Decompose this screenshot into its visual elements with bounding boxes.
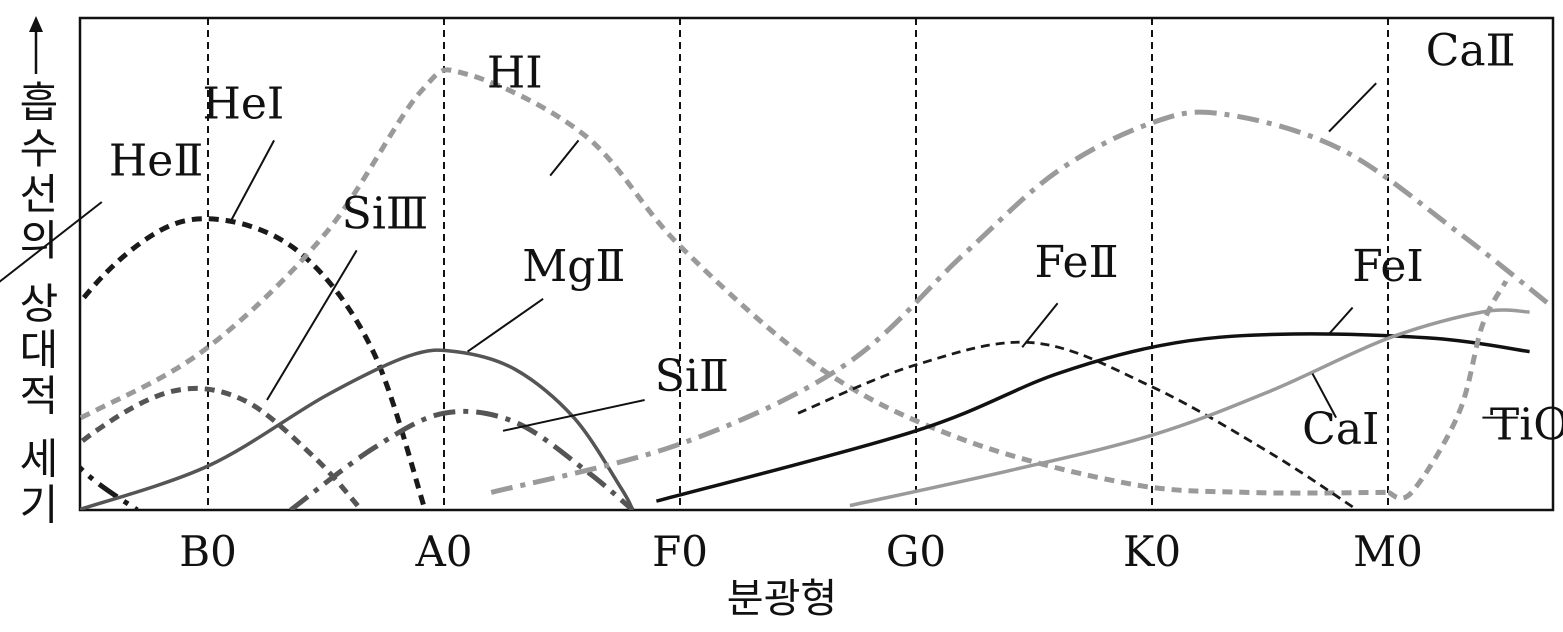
y-axis-arrowhead-icon — [29, 16, 43, 32]
leader-line-si2 — [502, 399, 645, 432]
x-tick-label-m0: M0 — [1353, 527, 1423, 576]
series-label-he1: HeⅠ — [203, 78, 285, 129]
leader-line-fe2 — [1021, 302, 1059, 348]
leader-line-fe1 — [1328, 306, 1354, 335]
leader-line-ca1 — [1311, 373, 1337, 419]
series-line-he1 — [80, 216, 428, 510]
leader-line-he1 — [230, 139, 275, 221]
leader-line-ca2 — [1328, 82, 1377, 133]
series-label-h1: HⅠ — [487, 48, 543, 99]
leader-line-mg2 — [467, 297, 544, 353]
leader-line-he2 — [0, 201, 103, 283]
series-label-tio: TiO — [1490, 400, 1563, 451]
series-line-ca1 — [849, 308, 1530, 508]
series-label-fe2: FeⅡ — [1034, 237, 1118, 288]
series-line-mg2 — [80, 348, 635, 510]
series-line-fe2 — [797, 340, 1359, 510]
leader-line-h1 — [549, 139, 580, 177]
series-label-si3: SiⅢ — [342, 188, 429, 239]
series-line-ca2 — [490, 109, 1553, 495]
x-tick-label-a0: A0 — [414, 527, 472, 576]
leader-line-si3 — [266, 249, 358, 401]
series-line-tio — [1387, 279, 1509, 501]
series-label-he2: HeⅡ — [109, 136, 203, 187]
x-tick-label-f0: F0 — [652, 527, 708, 576]
x-tick-label-b0: B0 — [179, 527, 237, 576]
x-axis-title: 분광형 — [727, 576, 837, 622]
series-label-si2: SiⅡ — [655, 351, 729, 402]
series-label-ca1: CaⅠ — [1302, 404, 1379, 455]
x-tick-label-g0: G0 — [886, 527, 946, 576]
series-label-fe1: FeⅠ — [1352, 241, 1424, 292]
plot-frame — [78, 16, 1555, 512]
y-axis-title: 흡수선의 상대적 세기 — [12, 80, 61, 529]
series-line-he2 — [80, 464, 139, 510]
series-line-h1 — [80, 67, 1389, 496]
series-label-ca2: CaⅡ — [1426, 26, 1516, 77]
series-label-mg2: MgⅡ — [522, 241, 625, 292]
series-line-fe1 — [655, 332, 1530, 503]
x-tick-label-k0: K0 — [1123, 527, 1181, 576]
